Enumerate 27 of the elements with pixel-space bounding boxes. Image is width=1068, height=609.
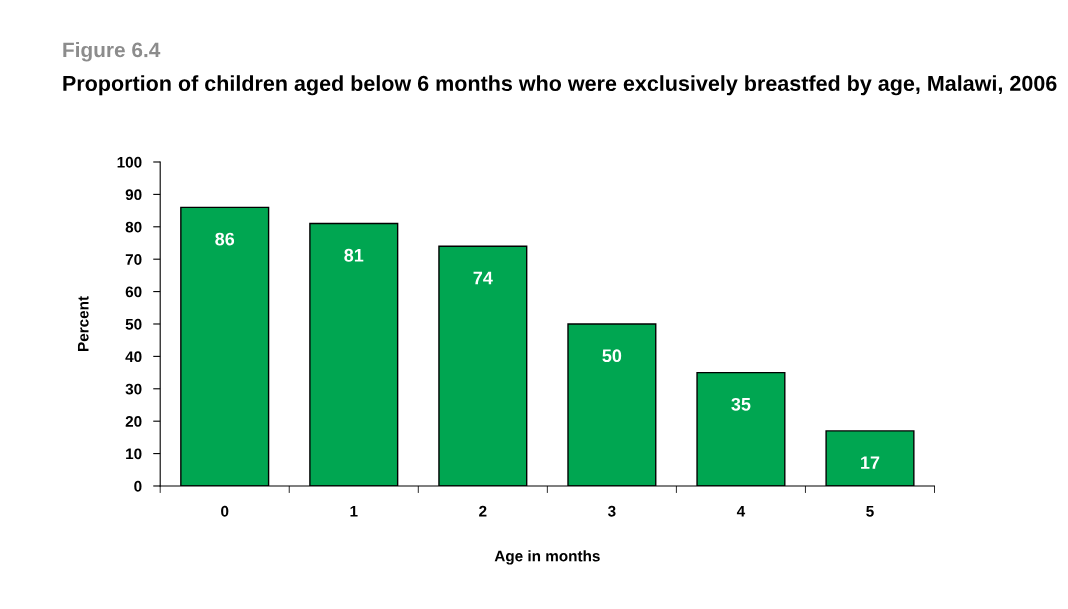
x-tick-label: 4 — [736, 505, 746, 517]
y-tick-label: 40 — [125, 351, 142, 363]
y-tick-label: 30 — [125, 383, 142, 395]
data-label: 17 — [861, 456, 880, 469]
y-tick-label: 0 — [134, 480, 142, 492]
data-label: 35 — [731, 397, 751, 411]
x-axis-title: Age in months — [494, 550, 600, 565]
y-tick-label: 70 — [125, 254, 142, 265]
x-tick-label: 3 — [607, 505, 616, 517]
data-label: 81 — [344, 248, 364, 262]
x-tick-label: 5 — [866, 505, 874, 517]
y-tick-label: 20 — [125, 416, 142, 427]
chart-title: Figure 6.4 — [63, 42, 161, 62]
data-label: 50 — [602, 349, 622, 363]
y-tick-label: 50 — [125, 318, 142, 330]
y-tick-label: 80 — [125, 221, 142, 233]
data-label: 86 — [215, 232, 235, 246]
y-tick-label: 10 — [126, 448, 142, 460]
x-tick-label: 2 — [479, 505, 487, 517]
chart-subtitle: Proportion of children aged below 6 months who were exclusively breastfed by age, Malawi, 2006 — [63, 75, 1057, 96]
y-tick-label: 60 — [125, 286, 142, 298]
x-tick-label: 1 — [350, 505, 358, 517]
y-tick-label: 90 — [125, 189, 142, 201]
data-label: 74 — [473, 271, 493, 285]
y-tick-label: 100 — [117, 156, 142, 168]
y-axis-title: Percent — [77, 296, 89, 351]
x-tick-label: 0 — [221, 505, 229, 517]
